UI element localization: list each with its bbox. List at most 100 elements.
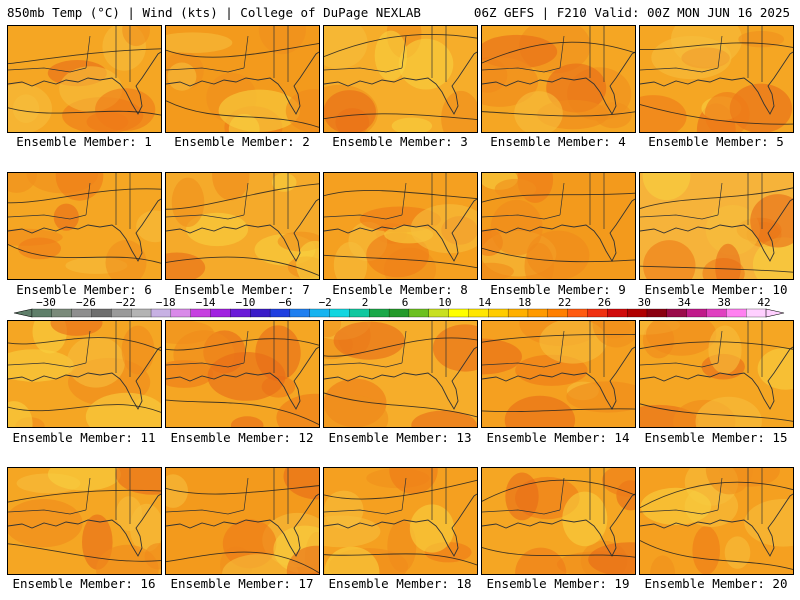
ensemble-member-map bbox=[639, 320, 794, 428]
colorbar-tick-label: 14 bbox=[478, 296, 492, 309]
ensemble-member-map bbox=[7, 320, 162, 428]
ensemble-member-map bbox=[165, 172, 320, 280]
colorbar-tick-label: 10 bbox=[438, 296, 451, 309]
ensemble-member-map bbox=[323, 172, 478, 280]
colorbar-tick-label: 42 bbox=[757, 296, 770, 309]
ensemble-member-label: Ensemble Member: 11 bbox=[12, 430, 156, 445]
ensemble-member-map bbox=[323, 25, 478, 133]
colorbar-swatch bbox=[706, 308, 727, 318]
colorbar-swatch bbox=[626, 308, 648, 318]
ensemble-member-label: Ensemble Member: 6 bbox=[16, 282, 152, 297]
colorbar-swatch bbox=[547, 308, 569, 318]
ensemble-member-map bbox=[7, 467, 162, 575]
colorbar-swatch bbox=[230, 308, 251, 318]
colorbar-swatch bbox=[567, 308, 588, 318]
colorbar-swatch bbox=[646, 308, 668, 318]
ensemble-member-map bbox=[639, 467, 794, 575]
run-valid-time: 06Z GEFS | F210 Valid: 00Z MON JUN 16 20… bbox=[473, 5, 790, 20]
colorbar-swatch bbox=[51, 308, 73, 318]
ensemble-member-label: Ensemble Member: 18 bbox=[328, 576, 472, 591]
colorbar-tick-label: −30 bbox=[36, 296, 56, 309]
colorbar-swatch bbox=[269, 308, 291, 318]
ensemble-member-map bbox=[165, 320, 320, 428]
colorbar-tick-label: 38 bbox=[717, 296, 730, 309]
colorbar-swatch bbox=[507, 308, 529, 318]
ensemble-member-map bbox=[481, 467, 636, 575]
ensemble-member-map bbox=[323, 467, 478, 575]
colorbar-swatch bbox=[369, 308, 390, 318]
ensemble-member-label: Ensemble Member: 12 bbox=[170, 430, 314, 445]
ensemble-member-label: Ensemble Member: 14 bbox=[486, 430, 630, 445]
ensemble-member-map bbox=[165, 467, 320, 575]
ensemble-member-map bbox=[639, 172, 794, 280]
ensemble-member-label: Ensemble Member: 13 bbox=[328, 430, 472, 445]
colorbar-tick-label: −26 bbox=[76, 296, 96, 309]
colorbar-swatch bbox=[250, 308, 271, 318]
colorbar-swatch bbox=[131, 308, 152, 318]
ensemble-member-label: Ensemble Member: 17 bbox=[170, 576, 314, 591]
colorbar-tick-label: −18 bbox=[156, 296, 176, 309]
ensemble-member-label: Ensemble Member: 9 bbox=[490, 282, 626, 297]
colorbar-swatch bbox=[150, 308, 172, 318]
ensemble-member-label: Ensemble Member: 10 bbox=[644, 282, 788, 297]
colorbar-swatch bbox=[607, 308, 628, 318]
colorbar-tick-label: 2 bbox=[362, 296, 369, 309]
colorbar-tick-label: 26 bbox=[598, 296, 611, 309]
colorbar-swatch bbox=[408, 308, 430, 318]
colorbar-tick-label: −22 bbox=[116, 296, 136, 309]
colorbar-swatch bbox=[488, 308, 509, 318]
ensemble-member-map bbox=[639, 25, 794, 133]
ensemble-member-map bbox=[165, 25, 320, 133]
colorbar-min-arrow bbox=[13, 308, 33, 318]
colorbar-tick-label: 6 bbox=[402, 296, 409, 309]
colorbar-swatch bbox=[309, 308, 331, 318]
colorbar-swatch bbox=[111, 308, 132, 318]
colorbar-tick-label: 34 bbox=[678, 296, 692, 309]
colorbar-tick-label: −10 bbox=[235, 296, 255, 309]
ensemble-member-label: Ensemble Member: 7 bbox=[174, 282, 310, 297]
temperature-colorbar: −30 −26 −22 −18 −14 −10 −6 −2 2 6 10 14 18 22 26 30 34 38… bbox=[0, 296, 800, 322]
ensemble-member-map bbox=[323, 320, 478, 428]
ensemble-member-label: Ensemble Member: 19 bbox=[486, 576, 630, 591]
colorbar-swatch bbox=[289, 308, 311, 318]
ensemble-member-label: Ensemble Member: 3 bbox=[332, 134, 468, 149]
colorbar-swatch bbox=[388, 308, 410, 318]
colorbar-swatch bbox=[468, 308, 489, 318]
ensemble-member-label: Ensemble Member: 4 bbox=[490, 134, 626, 149]
ensemble-member-label: Ensemble Member: 8 bbox=[332, 282, 468, 297]
ensemble-member-label: Ensemble Member: 20 bbox=[644, 576, 788, 591]
colorbar-swatch bbox=[31, 308, 53, 318]
colorbar-swatch bbox=[349, 308, 370, 318]
colorbar-tick-label: 18 bbox=[518, 296, 531, 309]
ensemble-member-map bbox=[481, 172, 636, 280]
colorbar-swatch bbox=[527, 308, 549, 318]
ensemble-member-map bbox=[7, 172, 162, 280]
colorbar-swatch bbox=[686, 308, 707, 318]
colorbar-swatch bbox=[329, 308, 350, 318]
colorbar-tick-label: 30 bbox=[638, 296, 651, 309]
ensemble-member-label: Ensemble Member: 2 bbox=[174, 134, 310, 149]
colorbar-swatch bbox=[91, 308, 112, 318]
ensemble-member-label: Ensemble Member: 16 bbox=[12, 576, 156, 591]
colorbar-tick-label: −6 bbox=[279, 296, 292, 309]
colorbar-swatch bbox=[666, 308, 688, 318]
colorbar-swatch bbox=[448, 308, 469, 318]
ensemble-member-label: Ensemble Member: 15 bbox=[644, 430, 788, 445]
colorbar-swatch bbox=[170, 308, 192, 318]
ensemble-member-label: Ensemble Member: 1 bbox=[16, 134, 152, 149]
map-title: 850mb Temp (°C) | Wind (kts) | College o… bbox=[7, 5, 421, 20]
colorbar-swatch bbox=[428, 308, 450, 318]
colorbar-swatch bbox=[726, 308, 747, 318]
colorbar-tick-label: 22 bbox=[558, 296, 571, 309]
colorbar-swatch bbox=[746, 308, 767, 318]
ensemble-member-map bbox=[7, 25, 162, 133]
colorbar-tick-label: −14 bbox=[196, 296, 216, 309]
ensemble-member-label: Ensemble Member: 5 bbox=[648, 134, 784, 149]
colorbar-swatch bbox=[190, 308, 211, 318]
colorbar-swatch bbox=[71, 308, 92, 318]
ensemble-member-map bbox=[481, 25, 636, 133]
colorbar-tick-label: −2 bbox=[319, 296, 332, 309]
ensemble-member-map bbox=[481, 320, 636, 428]
colorbar-swatch bbox=[210, 308, 231, 318]
colorbar-max-arrow bbox=[765, 308, 785, 318]
